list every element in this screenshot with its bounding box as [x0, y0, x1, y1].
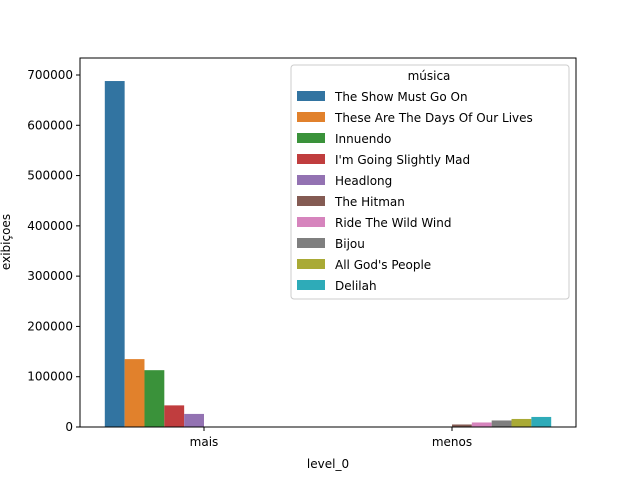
bars-group [104, 81, 552, 427]
y-axis: 0 100000 200000 300000 400000 500000 600000 700… [27, 68, 80, 434]
bar-mais-these-are-the-days-of-our-lives [124, 359, 145, 427]
bar-mais-innuendo [144, 370, 165, 427]
bar-mais-headlong [184, 413, 204, 427]
bar-menos-all-god-s-people [511, 418, 532, 427]
legend-label: The Hitman [334, 195, 405, 209]
legend-label: Innuendo [335, 132, 391, 146]
legend-label: Bijou [335, 237, 365, 251]
legend-items: The Show Must Go On These Are The Days Of… [297, 90, 533, 293]
legend-swatch [297, 175, 325, 185]
legend-box [290, 64, 570, 300]
legend-swatch [297, 217, 325, 227]
x-tick-label: menos [432, 435, 472, 449]
x-axis: mais menos [190, 427, 472, 449]
bar-menos-bijou [491, 420, 512, 427]
legend-label: Headlong [335, 174, 392, 188]
legend-label: I'm Going Slightly Mad [335, 153, 470, 167]
legend-swatch [297, 154, 325, 164]
y-tick-label: 500000 [27, 169, 73, 183]
legend-swatch [297, 196, 325, 206]
y-tick-label: 100000 [27, 370, 73, 384]
plot-frame [79, 57, 577, 428]
y-tick-label: 200000 [27, 319, 73, 333]
y-tick-label: 700000 [27, 68, 73, 82]
y-tick-label: 0 [65, 420, 73, 434]
legend-swatch [297, 112, 325, 122]
y-tick-label: 400000 [27, 219, 73, 233]
legend-swatch [297, 259, 325, 269]
legend: música The Show Must Go On These Are The … [290, 64, 570, 300]
bar-menos-ride-the-wild-wind [471, 422, 492, 427]
legend-swatch [297, 133, 325, 143]
x-tick-label: mais [190, 435, 219, 449]
legend-swatch [297, 280, 325, 290]
y-tick-label: 300000 [27, 269, 73, 283]
legend-label: All God's People [335, 258, 431, 272]
x-axis-label: level_0 [307, 457, 349, 471]
legend-swatch [297, 91, 325, 101]
legend-swatch [297, 238, 325, 248]
legend-label: Ride The Wild Wind [335, 216, 451, 230]
y-tick-label: 600000 [27, 118, 73, 132]
bar-menos-delilah [531, 416, 552, 427]
bar-mais-i-m-going-slightly-mad [164, 405, 185, 427]
legend-label: These Are The Days Of Our Lives [334, 111, 533, 125]
bar-menos-the-hitman [452, 424, 472, 427]
legend-title: música [408, 69, 451, 83]
legend-label: The Show Must Go On [334, 90, 468, 104]
y-axis-label: exibiçoes [0, 214, 13, 270]
bar-mais-the-show-must-go-on [104, 81, 125, 427]
legend-label: Delilah [335, 279, 377, 293]
